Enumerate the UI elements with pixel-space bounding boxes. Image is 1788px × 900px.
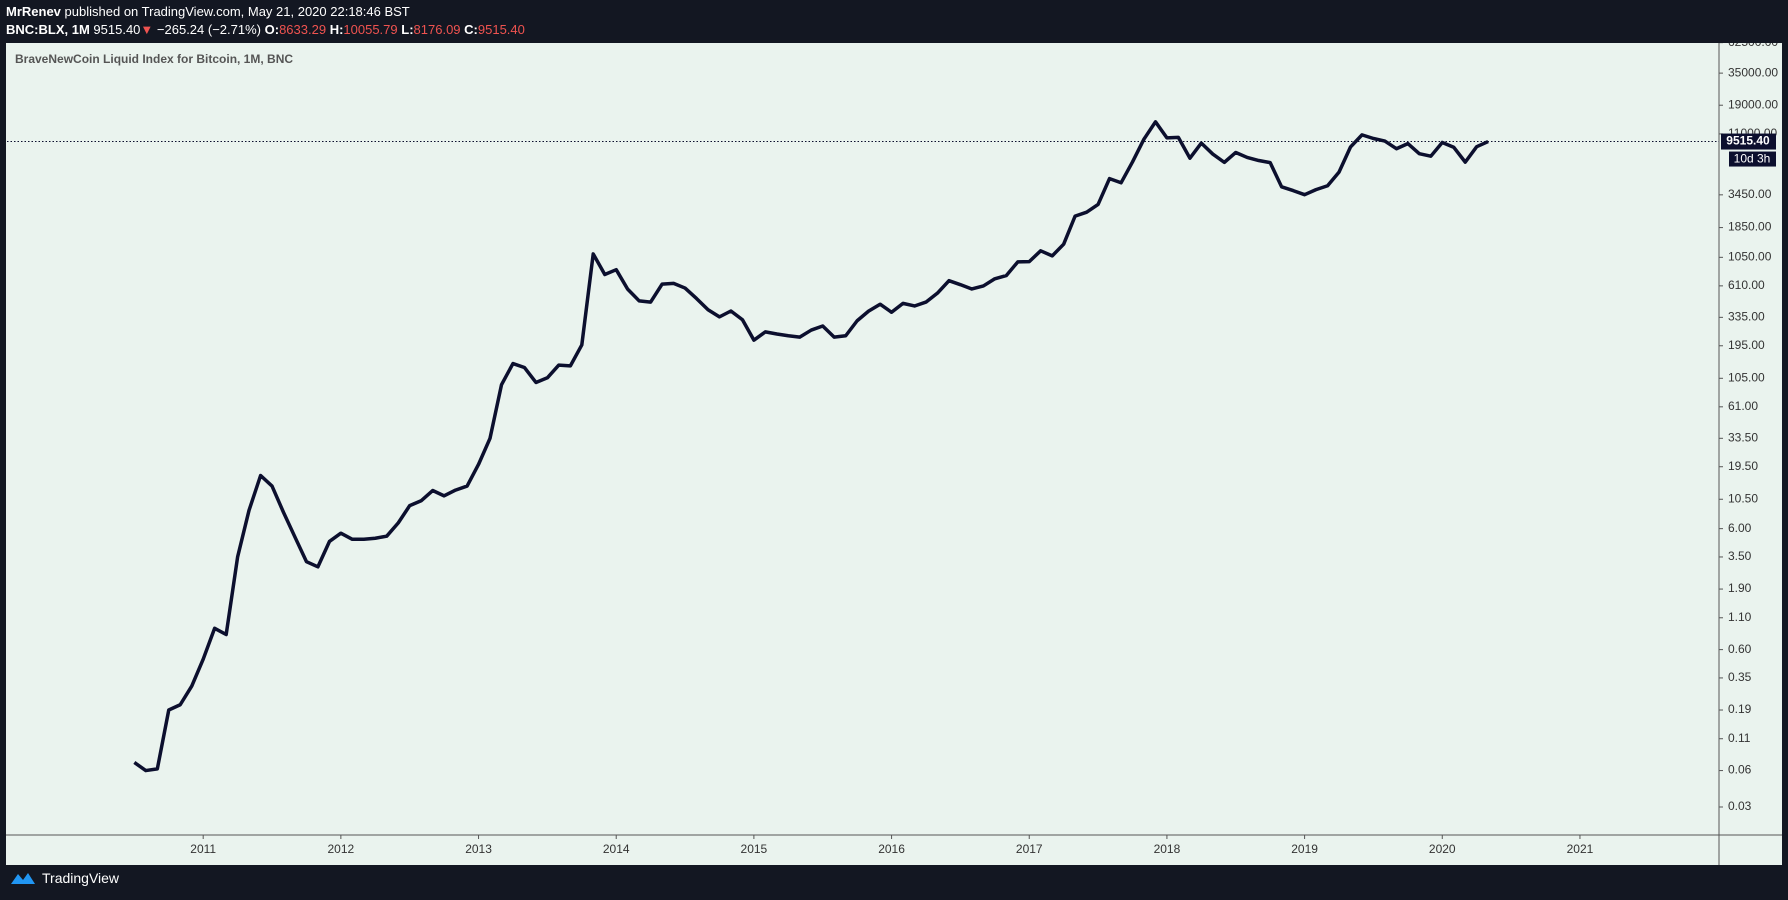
- h-label: H:: [329, 22, 344, 37]
- x-tick-label: 2012: [328, 842, 355, 856]
- header-line-2: BNC:BLX, 1M 9515.40▼ −265.24 (−2.71%) O:…: [6, 21, 525, 39]
- y-tick-label: 0.35: [1728, 670, 1752, 684]
- change: −265.24 (−2.71%): [156, 22, 261, 37]
- y-tick-label: 3450.00: [1728, 187, 1772, 201]
- y-tick-label: 195.00: [1728, 338, 1765, 352]
- x-tick-label: 2018: [1154, 842, 1181, 856]
- x-tick-label: 2017: [1016, 842, 1043, 856]
- symbol: BNC:BLX, 1M: [6, 22, 90, 37]
- x-tick-label: 2013: [465, 842, 492, 856]
- y-tick-label: 61.00: [1728, 399, 1758, 413]
- x-tick-label: 2015: [741, 842, 768, 856]
- chart-title: BraveNewCoin Liquid Index for Bitcoin, 1…: [15, 52, 293, 66]
- price: 9515.40: [93, 22, 141, 37]
- o: 8633.29: [279, 22, 327, 37]
- chart-background: [6, 43, 1782, 865]
- y-tick-label: 19.50: [1728, 459, 1758, 473]
- y-tick-label: 610.00: [1728, 278, 1765, 292]
- y-tick-label: 0.60: [1728, 642, 1752, 656]
- y-tick-label: 1.10: [1728, 610, 1752, 624]
- brand: TradingView: [42, 870, 120, 886]
- last-price-label: 9515.40: [1726, 134, 1770, 148]
- y-tick-label: 3.50: [1728, 549, 1752, 563]
- y-tick-label: 10.50: [1728, 491, 1758, 505]
- o-label: O:: [264, 22, 280, 37]
- h: 10055.79: [343, 22, 398, 37]
- c: 9515.40: [477, 22, 525, 37]
- y-tick-label: 1050.00: [1728, 250, 1772, 264]
- chart: BraveNewCoin Liquid Index for Bitcoin, 1…: [6, 43, 1782, 865]
- y-tick-label: 1.90: [1728, 581, 1752, 595]
- y-tick-label: 33.50: [1728, 430, 1758, 444]
- y-tick-label: 6.00: [1728, 521, 1752, 535]
- countdown-box: [1729, 151, 1776, 167]
- header: MrRenev published on TradingView.com, Ma…: [6, 3, 525, 39]
- y-tick-label: 0.06: [1728, 763, 1752, 777]
- y-tick-label: 0.11: [1728, 731, 1751, 745]
- y-tick-label: 62500.00: [1728, 43, 1778, 49]
- author: MrRenev: [6, 4, 61, 19]
- x-tick-label: 2019: [1291, 842, 1318, 856]
- y-tick-label: 19000.00: [1728, 97, 1778, 111]
- y-tick-label: 335.00: [1728, 310, 1765, 324]
- arrow: ▼: [140, 22, 154, 37]
- x-tick-label: 2021: [1567, 842, 1594, 856]
- x-tick-label: 2014: [603, 842, 630, 856]
- c-label: C:: [464, 22, 478, 37]
- published: published on TradingView.com, May 21, 20…: [64, 4, 410, 19]
- footer: TradingView: [10, 870, 119, 886]
- l-label: L:: [401, 22, 414, 37]
- countdown-label: 10d 3h: [1734, 152, 1771, 166]
- y-tick-label: 105.00: [1728, 370, 1765, 384]
- y-tick-label: 1850.00: [1728, 220, 1772, 234]
- x-tick-label: 2016: [878, 842, 905, 856]
- logo: [11, 873, 35, 884]
- y-tick-label: 0.03: [1728, 799, 1752, 813]
- header-line-1: MrRenev published on TradingView.com, Ma…: [6, 3, 525, 21]
- price-line: [133, 120, 1489, 773]
- x-tick-label: 2020: [1429, 842, 1456, 856]
- l: 8176.09: [413, 22, 461, 37]
- last-price-box: [1721, 133, 1776, 150]
- y-tick-label: 35000.00: [1728, 65, 1778, 79]
- y-tick-label: 0.19: [1728, 702, 1752, 716]
- x-tick-label: 2011: [190, 842, 216, 856]
